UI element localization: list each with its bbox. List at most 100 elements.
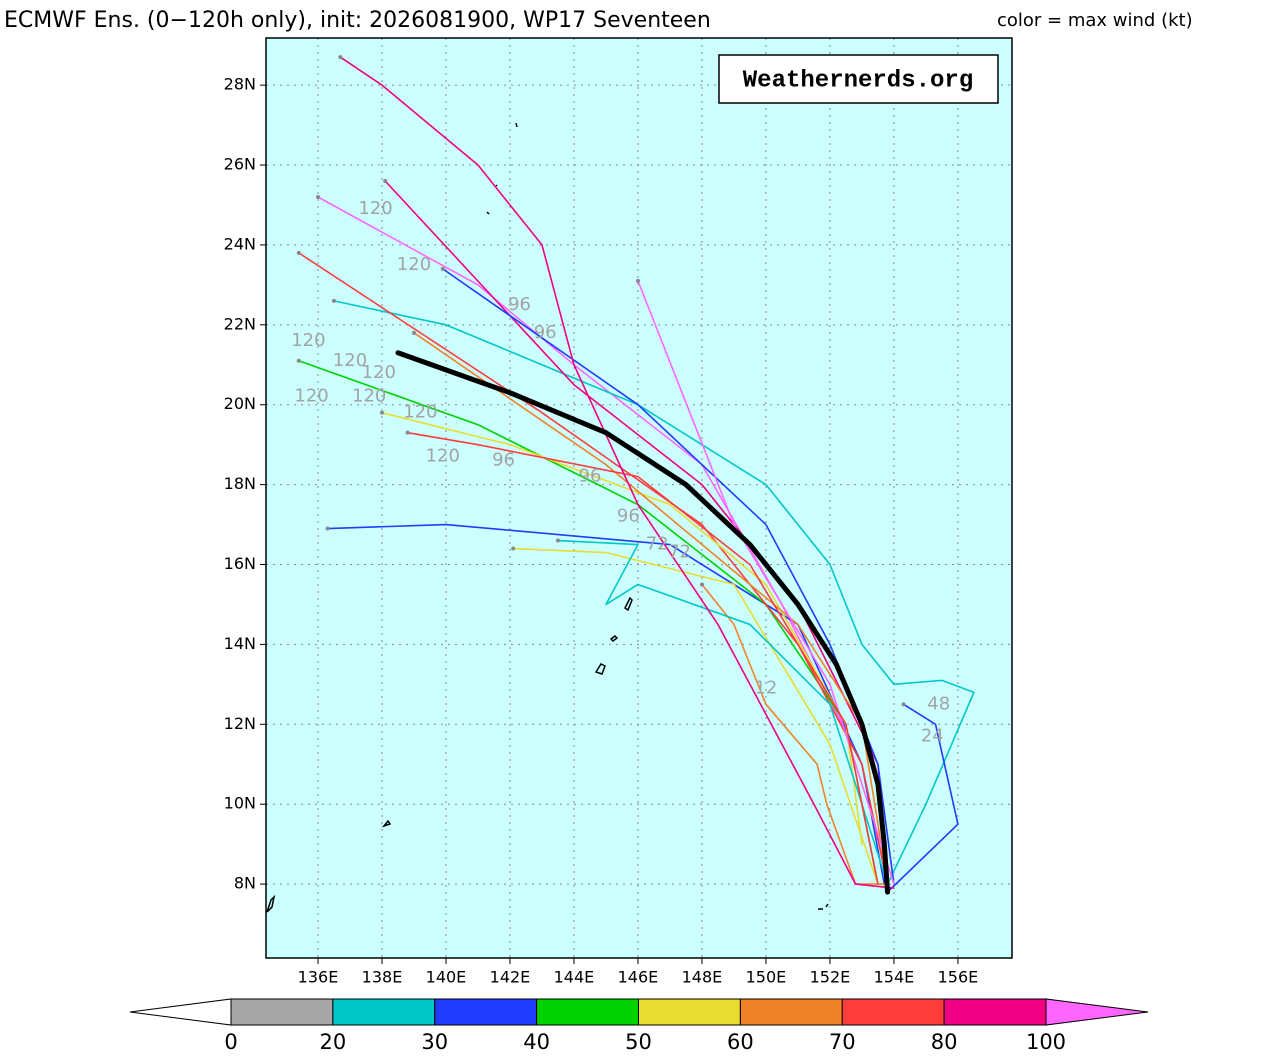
x-tick-label: 146E	[618, 968, 659, 987]
y-tick-label: 26N	[224, 155, 256, 174]
hour-label: 72	[646, 534, 669, 555]
y-tick-label: 24N	[224, 234, 256, 253]
axes: 136E 138E 140E 142E 144E 146E 148E 150E 152E 154E…	[224, 75, 979, 987]
track-end	[511, 546, 516, 551]
x-tick-label: 142E	[490, 968, 531, 987]
track-end	[405, 430, 410, 435]
island	[381, 819, 392, 828]
track-end	[315, 194, 320, 199]
colorbar-segment	[434, 998, 538, 1026]
map-frame	[265, 37, 1013, 959]
colorbar-tick-label: 80	[931, 1030, 958, 1054]
track-end	[901, 702, 906, 707]
watermark: Weathernerds.org	[743, 67, 973, 94]
member-track	[333, 300, 975, 885]
island	[624, 596, 633, 612]
islands	[266, 122, 829, 913]
tracks	[296, 55, 975, 895]
hour-label: 120	[362, 362, 396, 383]
colorbar-tick-label: 60	[727, 1030, 754, 1054]
member-track	[557, 539, 889, 885]
member-track	[413, 332, 889, 885]
x-tick-label: 152E	[810, 968, 851, 987]
track-end	[440, 266, 445, 271]
x-tick-label: 156E	[938, 968, 979, 987]
member-track	[637, 280, 895, 885]
y-tick-label: 22N	[224, 314, 256, 333]
x-tick-label: 136E	[298, 968, 339, 987]
island	[609, 635, 619, 642]
y-tick-label: 20N	[224, 394, 256, 413]
colorbar-tick-label: 70	[829, 1030, 856, 1054]
x-tick-label: 138E	[362, 968, 403, 987]
hour-label: 96	[579, 466, 602, 487]
colorbar-tick-label: 40	[523, 1030, 550, 1054]
island	[486, 122, 829, 910]
colorbar-over	[1045, 998, 1149, 1026]
y-tick-label: 18N	[224, 474, 256, 493]
hour-label: 120	[291, 330, 325, 351]
colorbar-tick-label: 0	[224, 1030, 237, 1054]
y-tick-label: 8N	[234, 874, 256, 893]
watermark-box	[718, 54, 999, 104]
island	[594, 663, 606, 675]
y-tick-label: 28N	[224, 75, 256, 94]
colorbar-segment	[943, 998, 1047, 1026]
track-end	[296, 250, 301, 255]
y-tick-label: 16N	[224, 554, 256, 573]
color-label: color = max wind (kt)	[997, 10, 1193, 31]
x-tick-label: 144E	[554, 968, 595, 987]
member-track	[441, 268, 895, 885]
island	[266, 894, 276, 913]
member-track	[339, 56, 895, 889]
colorbar-segment	[230, 998, 334, 1026]
x-tick-label: 148E	[682, 968, 723, 987]
mean-track	[395, 350, 891, 895]
track-end	[325, 526, 330, 531]
x-tick-label: 140E	[426, 968, 467, 987]
hour-label: 72	[668, 542, 691, 563]
colorbar: 0 20 30 40 50 60 70 80 100	[129, 998, 1149, 1054]
track-end	[296, 358, 301, 363]
track-end	[331, 298, 336, 303]
hour-label: 120	[358, 198, 392, 219]
hour-label: 48	[927, 693, 950, 714]
hour-label: 120	[426, 446, 460, 467]
member-track	[512, 547, 879, 885]
track-end	[699, 582, 704, 587]
hour-label: 12	[754, 677, 777, 698]
hour-label: 24	[921, 725, 944, 746]
member-track	[886, 703, 959, 893]
hour-label: 96	[492, 450, 515, 471]
colorbar-segment	[739, 998, 843, 1026]
y-tick-label: 12N	[224, 714, 256, 733]
track-end	[379, 410, 384, 415]
colorbar-segment	[536, 998, 639, 1026]
colorbar-tick-label: 50	[625, 1030, 652, 1054]
hour-label: 96	[617, 506, 640, 527]
track-end	[555, 538, 560, 543]
colorbar-tick-label: 100	[1026, 1030, 1066, 1054]
hour-label: 120	[397, 254, 431, 275]
colorbar-segment	[332, 998, 436, 1026]
track-end	[338, 55, 343, 60]
track-end	[383, 179, 388, 184]
y-tick-label: 10N	[224, 794, 256, 813]
title: ECMWF Ens. (0−120h only), init: 20260819…	[4, 8, 711, 33]
track-end	[411, 330, 416, 335]
colorbar-segment	[841, 998, 945, 1026]
colorbar-tick-label: 20	[320, 1030, 347, 1054]
hour-label: 96	[534, 322, 557, 343]
colorbar-tick-label: 30	[421, 1030, 448, 1054]
x-tick-label: 154E	[874, 968, 915, 987]
hour-label: 120	[294, 386, 328, 407]
colorbar-segment	[638, 998, 741, 1026]
x-tick-label: 150E	[746, 968, 787, 987]
y-tick-label: 14N	[224, 634, 256, 653]
colorbar-under	[129, 998, 232, 1026]
hour-label: 120	[352, 386, 386, 407]
track-end	[635, 278, 640, 283]
